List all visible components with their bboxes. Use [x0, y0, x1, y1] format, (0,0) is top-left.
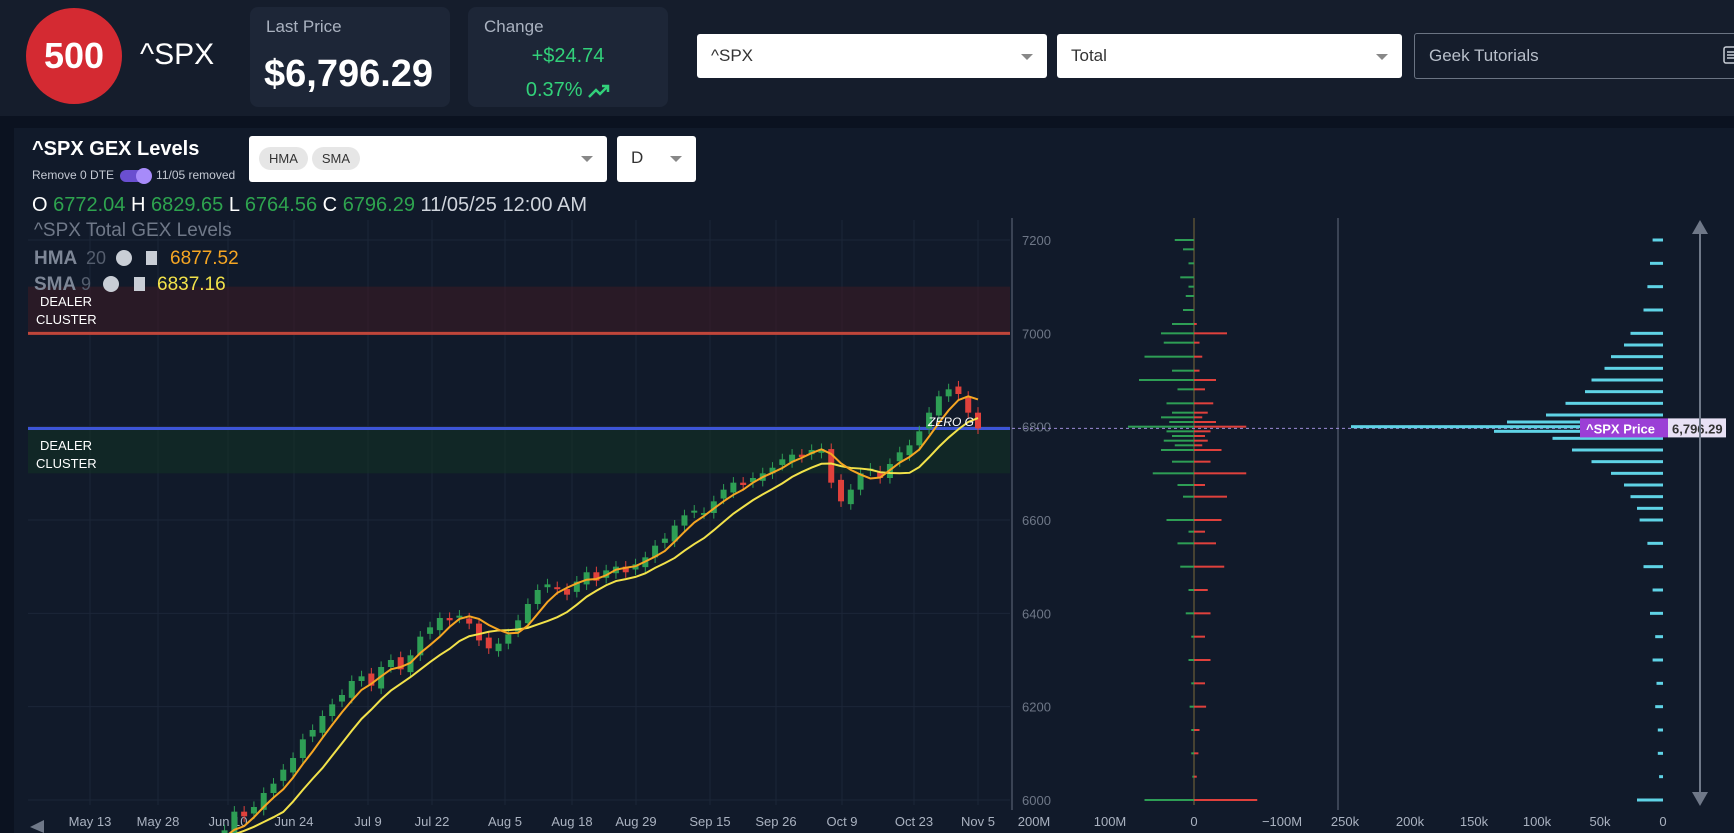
change-value: +$24.74 [531, 45, 605, 67]
ohlc-readout: O 6772.04 H 6829.65 L 6764.56 C 6796.29 … [32, 194, 587, 217]
interval-select[interactable]: D [617, 136, 696, 182]
high-value: 6829.65 [151, 194, 224, 216]
gex-type-select[interactable]: Total [1057, 34, 1402, 78]
symbol-select[interactable]: ^SPX [697, 34, 1047, 78]
change-card: Change +$24.74 0.37% [468, 7, 668, 107]
toggle-switch[interactable] [120, 167, 153, 184]
close-label: C [322, 194, 338, 216]
symbol-select-value: ^SPX [711, 46, 753, 65]
last-price-card: Last Price $6,796.29 [250, 7, 450, 107]
change-percent: 0.37% [468, 79, 668, 102]
last-price-label: Last Price [266, 17, 342, 36]
open-label: O [32, 194, 48, 216]
gex-type-select-value: Total [1071, 46, 1107, 65]
search-placeholder: Geek Tutorials [1429, 46, 1539, 65]
open-value: 6772.04 [53, 194, 126, 216]
chevron-down-icon [670, 156, 682, 162]
removed-label: 11/05 removed [156, 168, 236, 182]
interval-value: D [631, 148, 644, 167]
indicator-multiselect[interactable]: HMA SMA [249, 136, 607, 182]
toggle-knob [136, 167, 153, 184]
panel-title: ^SPX GEX Levels [32, 138, 200, 160]
chevron-down-icon [581, 156, 593, 162]
spx-500-logo: 500 [26, 8, 122, 104]
chip-hma[interactable]: HMA [259, 147, 308, 170]
close-value: 6796.29 [342, 194, 415, 216]
indicator-chips: HMA SMA [259, 147, 364, 170]
low-value: 6764.56 [244, 194, 318, 216]
ohlc-datetime: 11/05/25 12:00 AM [420, 194, 587, 216]
last-price-value: $6,796.29 [264, 53, 434, 95]
gex-panel [14, 128, 1734, 833]
chevron-down-icon [1376, 54, 1388, 60]
high-label: H [130, 194, 146, 216]
logo-text: 500 [43, 35, 105, 76]
low-label: L [228, 194, 240, 216]
tutorials-search-input[interactable]: Geek Tutorials [1414, 33, 1734, 79]
list-icon[interactable] [1723, 46, 1734, 64]
chip-sma[interactable]: SMA [311, 147, 361, 170]
trend-up-icon [588, 84, 610, 98]
remove-0dte-label: Remove 0 DTE [32, 168, 115, 182]
chevron-down-icon [1021, 54, 1033, 60]
change-label: Change [484, 17, 544, 36]
change-percent-text: 0.37% [525, 79, 583, 101]
symbol-title: ^SPX [140, 38, 215, 71]
remove-0dte-toggle[interactable]: Remove 0 DTE 11/05 removed [32, 167, 236, 184]
